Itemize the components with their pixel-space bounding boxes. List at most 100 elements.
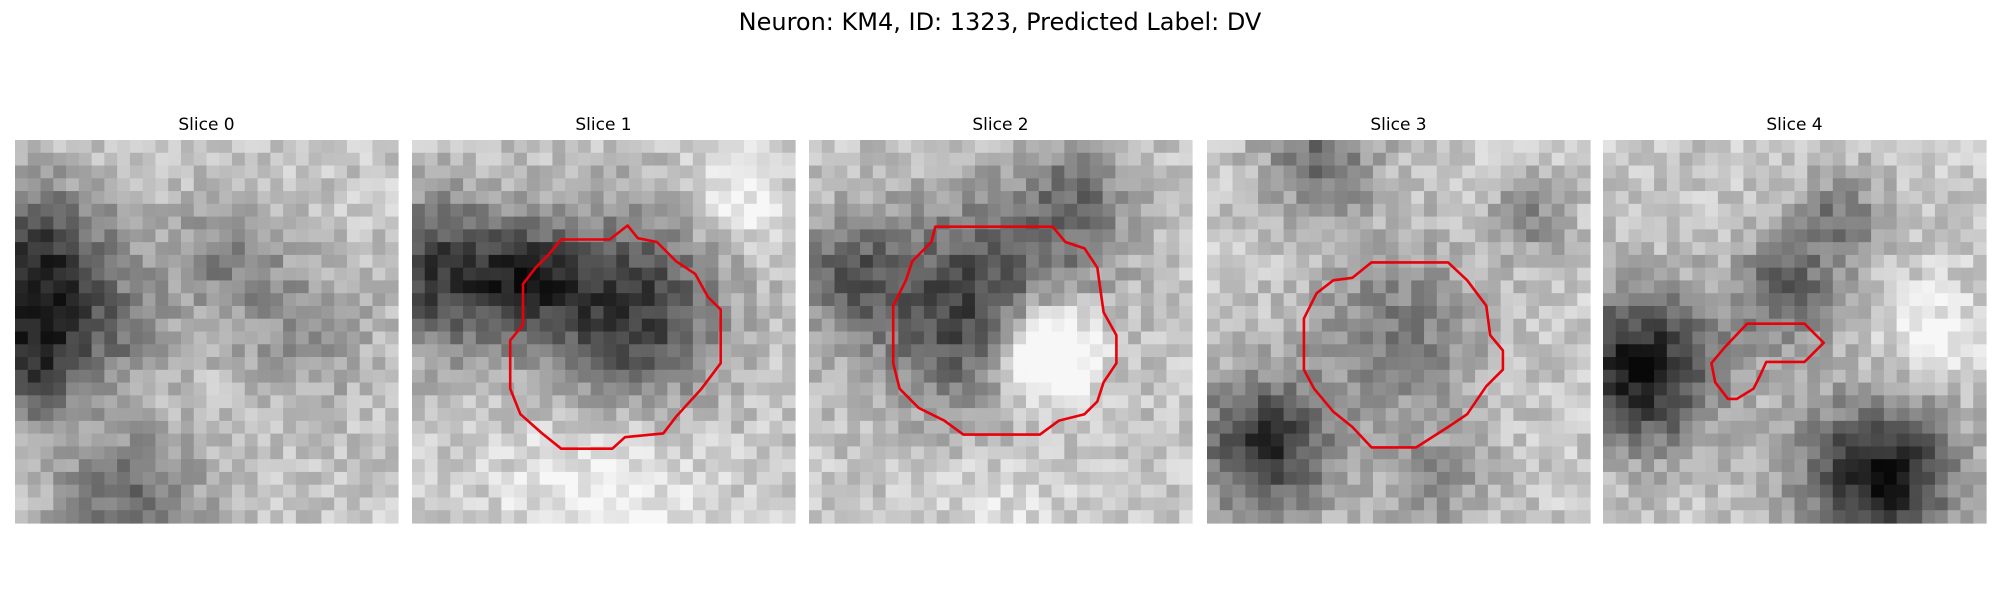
pixel: [1820, 510, 1834, 524]
pixel: [1462, 242, 1476, 256]
pixel: [577, 280, 592, 294]
pixel: [1334, 459, 1349, 473]
pixel: [1679, 408, 1693, 422]
pixel: [782, 267, 796, 282]
pixel: [1462, 318, 1476, 333]
pixel: [117, 446, 131, 460]
pixel: [616, 140, 630, 154]
pixel: [1487, 254, 1502, 269]
pixel: [629, 471, 643, 486]
pixel: [1794, 408, 1808, 422]
pixel: [526, 280, 541, 294]
pixel: [232, 165, 246, 179]
pixel: [603, 280, 617, 294]
pixel: [359, 267, 374, 282]
pixel: [53, 459, 67, 473]
pixel: [872, 254, 887, 269]
pixel: [437, 510, 451, 524]
pixel: [911, 459, 925, 473]
pixel: [1705, 140, 1719, 154]
pixel: [1743, 408, 1757, 422]
pixel: [974, 420, 989, 435]
pixel: [1871, 331, 1885, 345]
pixel: [308, 382, 322, 396]
pixel: [244, 471, 259, 486]
pixel: [463, 293, 477, 307]
pixel: [283, 267, 297, 282]
pixel: [1334, 382, 1349, 396]
pixel: [743, 305, 758, 320]
pixel: [450, 369, 464, 384]
pixel: [1794, 369, 1808, 384]
pixel: [1321, 305, 1336, 320]
pixel: [654, 305, 668, 320]
pixel: [1038, 357, 1053, 371]
pixel: [1270, 369, 1285, 384]
pixel: [1385, 497, 1400, 511]
pixel: [1166, 471, 1180, 486]
pixel: [987, 357, 1002, 371]
pixel: [129, 140, 144, 154]
pixel: [898, 433, 912, 447]
pixel: [104, 369, 118, 384]
pixel: [308, 408, 322, 422]
pixel: [193, 203, 208, 218]
pixel: [1462, 293, 1476, 307]
pixel: [1922, 318, 1936, 333]
pixel: [1500, 446, 1514, 460]
pixel: [552, 497, 566, 511]
pixel: [1462, 433, 1476, 447]
pixel: [424, 293, 439, 307]
pixel: [1372, 433, 1387, 447]
pixel: [1140, 293, 1155, 307]
pixel: [1730, 165, 1745, 179]
pixel: [743, 280, 758, 294]
pixel: [1051, 191, 1065, 205]
pixel: [847, 229, 861, 243]
pixel: [731, 242, 745, 256]
pixel: [834, 484, 848, 499]
pixel: [782, 280, 796, 294]
pixel: [514, 165, 528, 179]
pixel: [809, 357, 823, 371]
pixel: [1115, 229, 1129, 243]
pixel: [27, 408, 42, 422]
slice-image: [15, 140, 399, 524]
pixel: [641, 178, 656, 192]
pixel: [1538, 216, 1553, 230]
pixel: [1026, 267, 1040, 282]
pixel: [936, 433, 951, 447]
pixel: [206, 331, 220, 345]
pixel: [1628, 216, 1642, 230]
pixel: [1781, 140, 1796, 154]
pixel: [1089, 484, 1104, 499]
pixel: [66, 357, 80, 371]
pixel: [1692, 484, 1706, 499]
pixel: [1487, 395, 1502, 409]
pixel: [1321, 433, 1336, 447]
pixel: [1064, 420, 1078, 435]
pixel: [565, 408, 579, 422]
pixel: [590, 280, 605, 294]
pixel: [117, 191, 131, 205]
pixel: [539, 229, 554, 243]
pixel: [1628, 305, 1642, 320]
pixel: [949, 267, 963, 282]
pixel: [450, 242, 464, 256]
pixel: [1089, 229, 1104, 243]
pixel: [743, 331, 758, 345]
pixel: [257, 408, 271, 422]
pixel: [1077, 254, 1091, 269]
pixel: [1654, 242, 1668, 256]
pixel: [308, 395, 322, 409]
pixel: [1013, 318, 1027, 333]
pixel: [1026, 459, 1040, 473]
pixel: [180, 369, 195, 384]
pixel: [1487, 152, 1502, 167]
pixel: [168, 497, 182, 511]
pixel: [1207, 152, 1221, 167]
pixel: [809, 152, 823, 167]
pixel: [155, 408, 169, 422]
pixel: [283, 152, 297, 167]
pixel: [1845, 459, 1859, 473]
